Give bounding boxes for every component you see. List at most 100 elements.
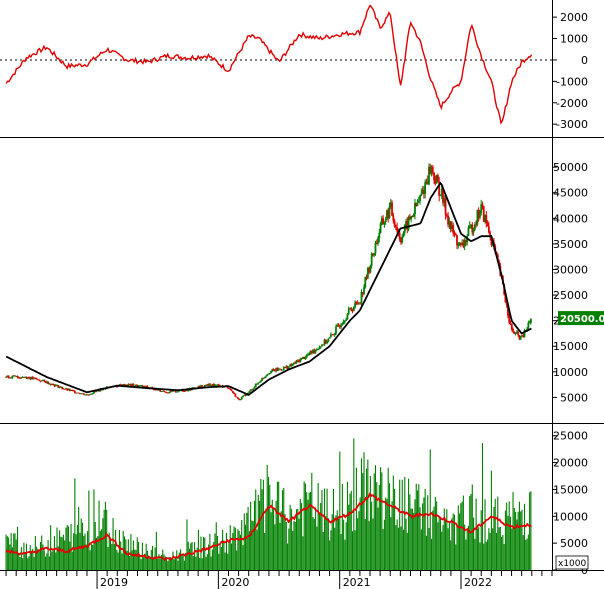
candle-body [289,364,292,367]
candle-body [131,383,134,386]
candle-body [461,242,464,246]
candle-body [17,377,20,379]
candle-body [234,393,237,397]
candle-body [271,369,274,372]
candle-body [266,374,269,377]
candle-body [186,389,188,391]
candle-body [504,294,507,303]
candle-body [449,221,452,229]
candle-body [228,388,230,389]
candle-body [174,390,177,392]
candle-body [24,377,27,378]
candle-body [352,306,355,312]
candle-body [363,287,365,294]
candle-body [451,225,453,229]
candle-body [331,334,334,336]
candle-body [360,292,363,304]
candle-body [205,384,207,386]
price-moving-average [5,181,532,396]
candle-body [161,390,164,392]
candle-body [518,334,521,340]
candle-body [388,206,391,218]
candle-body [22,377,25,378]
candle-body [35,378,38,380]
candle-body [393,220,396,227]
candle-body [87,394,90,396]
candle-body [308,353,311,355]
candle-body [182,390,185,392]
x-tick-label: 2022 [464,576,492,589]
candle-body [43,379,46,382]
candle-body [472,229,475,233]
candle-body [310,350,313,354]
candle-body [279,368,281,370]
candle-body [309,350,312,354]
candle-body [410,216,413,220]
candle-body [138,385,141,387]
candle-body [73,390,76,393]
candle-body [57,385,60,388]
candle-body [130,384,132,386]
candle-body [486,223,489,227]
candle-body [438,181,441,196]
candle-body [386,210,388,220]
candle-body [258,382,261,383]
candle-body [128,383,131,385]
candle-body [382,218,385,225]
candle-body [389,202,392,207]
candle-body [377,237,379,244]
candle-body [263,376,266,379]
candle-body [206,384,209,386]
candle-body [262,378,265,379]
candle-body [375,242,378,244]
candle-body [70,390,72,391]
candle-body [203,385,206,388]
candle-body [256,383,258,385]
candle-body [346,313,349,320]
candle-body [76,392,79,394]
x-tick-label: 2021 [343,576,371,589]
oscillator-line [5,4,533,125]
candle-body [323,339,326,346]
candle-body [146,385,149,388]
candle-body [71,390,74,391]
candle-body [14,375,16,377]
candle-body [358,302,360,304]
candle-body [72,390,75,392]
volume-moving-average [5,492,532,562]
candle-body [299,359,302,363]
candle-body [248,391,251,393]
y-tick-label: 20000 [553,457,588,470]
candle-body [345,319,348,321]
candle-body [39,380,42,382]
candle-body [401,236,404,243]
candle-body [515,331,518,333]
candle-body [445,214,448,216]
candle-body [482,206,485,222]
candle-body [454,233,457,236]
candle-body [481,204,484,207]
candle-body [354,302,356,307]
candle-body [490,236,493,246]
candle-body [90,393,93,395]
candle-body [344,320,346,322]
y-tick-label: 50000 [553,161,588,174]
candle-body [30,376,33,380]
candle-body [328,337,331,339]
candle-body [392,215,395,221]
candle-body [80,393,83,395]
candle-body [207,383,210,386]
candle-body [425,181,428,183]
candle-body [285,366,288,368]
candle-body [79,393,81,395]
candle-body [201,385,204,387]
candle-body [56,385,58,386]
candle-body [414,202,416,215]
y-tick-label: 45000 [553,187,588,200]
candle-body [175,391,178,393]
candle-body [272,369,275,371]
candle-body [407,216,410,230]
candle-body [67,389,70,391]
candle-body [291,363,294,366]
